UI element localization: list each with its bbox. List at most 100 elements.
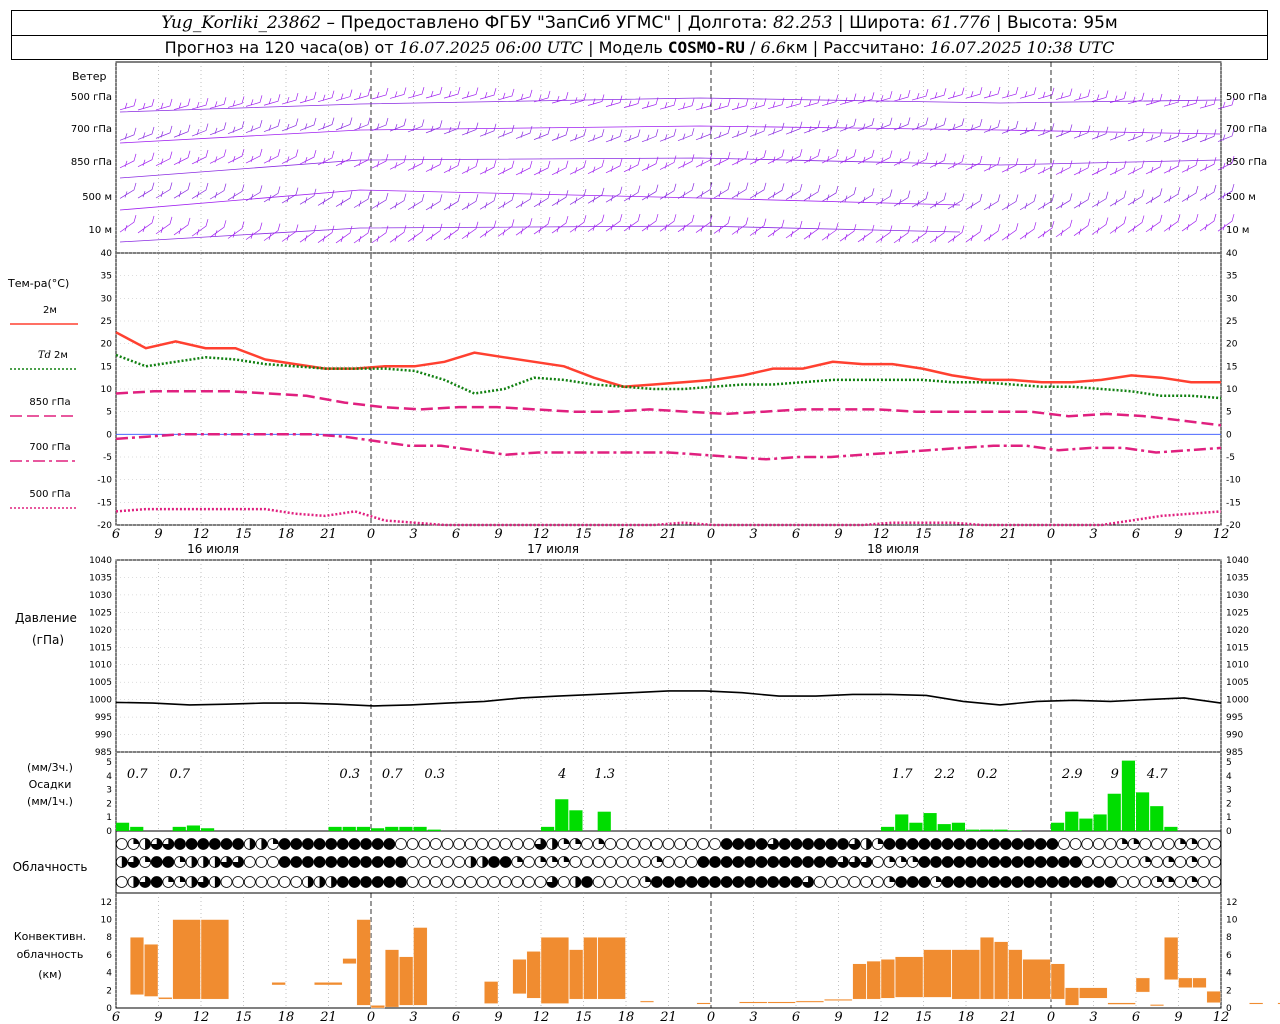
cloud-symbol xyxy=(208,856,221,868)
cloud-symbol xyxy=(639,876,652,888)
wind-barb xyxy=(1001,158,1019,173)
conv-bar xyxy=(512,959,527,995)
provider: Предоставлено ФГБУ "ЗапСиб УГМС" xyxy=(340,13,672,33)
cloud-symbol xyxy=(220,856,233,868)
x-tick-label-top: 12 xyxy=(1213,527,1230,542)
prec-bar xyxy=(541,826,555,831)
cloud-symbol xyxy=(755,838,768,850)
x-tick-label-top: 21 xyxy=(659,527,677,542)
wind-barb xyxy=(1181,185,1199,202)
cloud-circle xyxy=(290,856,303,868)
wind-barb xyxy=(407,194,425,210)
cloud-symbol xyxy=(441,838,454,850)
cloud-circle xyxy=(360,838,372,850)
wind-barb xyxy=(1091,126,1109,140)
cloud-symbol xyxy=(755,856,768,868)
wind-barb xyxy=(335,151,353,167)
cloud-symbol xyxy=(139,838,151,850)
wind-barb xyxy=(155,151,173,166)
conv-bar xyxy=(569,949,584,1000)
wind-barb xyxy=(677,128,695,141)
cloud-symbol xyxy=(348,876,361,888)
cloud-circle xyxy=(1011,856,1024,868)
cloud-circle xyxy=(185,838,198,850)
x-tick-label-bottom: 0 xyxy=(1047,1010,1055,1024)
wind-barb xyxy=(389,118,407,132)
cloud-circle xyxy=(674,876,687,888)
cloud-circle xyxy=(627,876,640,888)
temp-tick-left: -20 xyxy=(97,521,112,531)
cloud-symbol xyxy=(883,838,896,850)
cloud-symbol xyxy=(604,876,617,888)
conv-bar xyxy=(1050,963,1065,1000)
cloud-symbol xyxy=(965,838,977,850)
wind-barb xyxy=(623,213,641,232)
cloud-circle xyxy=(325,838,338,850)
wind-barb xyxy=(1001,223,1019,241)
cloud-circle xyxy=(267,876,279,888)
wind-barb xyxy=(497,88,515,101)
cloud-symbol xyxy=(174,876,186,888)
wind-barb xyxy=(605,186,623,203)
wind-barb xyxy=(839,93,857,105)
cloud-symbol xyxy=(930,856,942,868)
cloud-symbol xyxy=(581,876,593,888)
conv-bar xyxy=(158,997,173,1000)
temp-legend-label: 700 гПа xyxy=(29,442,70,453)
wind-barb xyxy=(263,149,281,164)
cloud-circle xyxy=(278,876,291,888)
wind-barb xyxy=(245,185,263,202)
cloud-symbol xyxy=(1058,856,1070,868)
cloud-circle xyxy=(267,856,279,868)
wind-barb xyxy=(1091,191,1109,208)
cloud-circle xyxy=(383,856,396,868)
cloud-symbol xyxy=(185,876,198,888)
cloud-circle xyxy=(592,856,605,868)
cloud-fill xyxy=(162,838,174,850)
cloud-circle xyxy=(115,876,128,888)
wind-barb xyxy=(731,182,749,199)
cloud-symbol xyxy=(278,838,291,850)
conv-bar xyxy=(597,937,626,1000)
conv-bar xyxy=(1249,1002,1264,1005)
pres-tick-right: 1035 xyxy=(1226,573,1249,583)
cloud-symbol xyxy=(1092,856,1105,868)
conv-bar xyxy=(384,949,400,1008)
x-tick-label-top: 15 xyxy=(575,527,592,542)
wind-barb xyxy=(1217,214,1235,232)
prec-3h-label: 2.2 xyxy=(933,767,955,782)
wind-barb xyxy=(857,92,875,104)
wind-barb xyxy=(713,182,731,199)
wind-barb xyxy=(623,96,641,108)
cloud-circle xyxy=(360,856,372,868)
wind-barb xyxy=(389,193,407,210)
cloud-circle xyxy=(418,838,431,850)
cloud-fill xyxy=(261,838,267,850)
cloud-circle xyxy=(965,876,977,888)
wind-level-label-left: 10 м xyxy=(89,225,112,236)
cloud-circle xyxy=(488,876,500,888)
conv-bar xyxy=(413,927,428,1006)
cloud-circle xyxy=(1209,876,1222,888)
cloud-circle xyxy=(1023,838,1035,850)
wind-barb xyxy=(1037,87,1055,100)
wind-barb xyxy=(353,225,371,244)
pres-tick-left: 985 xyxy=(95,748,112,758)
prec-bar xyxy=(1065,811,1079,831)
cloud-circle xyxy=(371,838,384,850)
x-tick-label-bottom: 0 xyxy=(707,1010,715,1024)
wind-barb xyxy=(1127,189,1145,206)
cloud-symbol xyxy=(1197,838,1210,850)
cloud-circle xyxy=(965,838,977,850)
wind-barb xyxy=(299,91,317,104)
wind-barb xyxy=(407,156,425,171)
wind-barb xyxy=(569,215,587,233)
prec-bar xyxy=(966,829,980,831)
cloud-circle xyxy=(837,838,849,850)
cloud-symbol xyxy=(813,838,826,850)
cloud-circle xyxy=(476,838,489,850)
wind-barb xyxy=(767,122,785,136)
wind-barb xyxy=(515,218,533,236)
conv-bar xyxy=(526,951,541,999)
conv-bar xyxy=(1178,977,1193,988)
